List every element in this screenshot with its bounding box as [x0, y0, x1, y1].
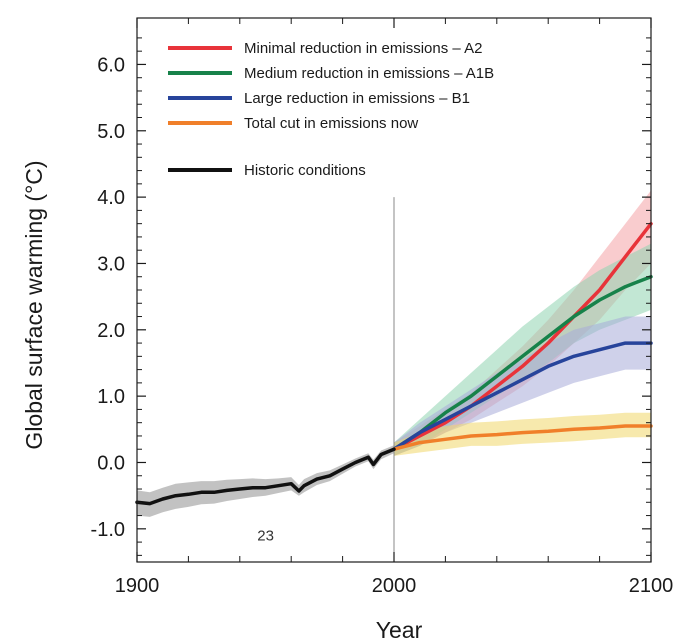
- legend-label-large-reduction-in-emissions-b1: Large reduction in emissions – B1: [244, 90, 470, 107]
- line-total-cut-in-emissions-now: [392, 424, 653, 451]
- legend: Minimal reduction in emissions – A2 Mediu…: [168, 40, 494, 179]
- legend-label-medium-reduction-in-emissions-a1b: Medium reduction in emissions – A1B: [244, 65, 494, 82]
- y-tick-label: 5.0: [97, 121, 125, 143]
- series-lines: [135, 221, 653, 506]
- axis-ticks: [136, 18, 652, 562]
- y-tick-label: -1.0: [91, 519, 125, 541]
- line-minimal-reduction-in-emissions-a2: [392, 221, 653, 451]
- y-axis-title: Global surface warming (°C): [21, 160, 47, 449]
- axis-tick-labels: -1.0 0.0 1.0 2.0 3.0 4.0 5.0 6.0 1900 2000 2100: [91, 54, 674, 597]
- y-tick-label: 0.0: [97, 452, 125, 474]
- x-tick-label: 2100: [629, 575, 674, 597]
- y-tick-label: 6.0: [97, 54, 125, 76]
- line-historic-conditions: [135, 447, 396, 506]
- legend-label-minimal-reduction-in-emissions-a2: Minimal reduction in emissions – A2: [244, 40, 482, 57]
- line-large-reduction-in-emissions-b1: [392, 341, 653, 451]
- x-tick-label: 1900: [115, 575, 160, 597]
- y-tick-label: 2.0: [97, 320, 125, 342]
- legend-label-historic-conditions: Historic conditions: [244, 162, 366, 179]
- x-axis-title: Year: [376, 617, 423, 643]
- y-tick-label: 4.0: [97, 187, 125, 209]
- y-tick-label: 3.0: [97, 253, 125, 275]
- legend-label-total-cut-in-emissions-now: Total cut in emissions now: [244, 115, 418, 132]
- line-medium-reduction-in-emissions-a1b: [392, 274, 653, 451]
- x-tick-label: 2000: [372, 575, 417, 597]
- chart-annotation: 23: [257, 527, 274, 544]
- band-historic-conditions: [137, 445, 394, 517]
- y-tick-label: 1.0: [97, 386, 125, 408]
